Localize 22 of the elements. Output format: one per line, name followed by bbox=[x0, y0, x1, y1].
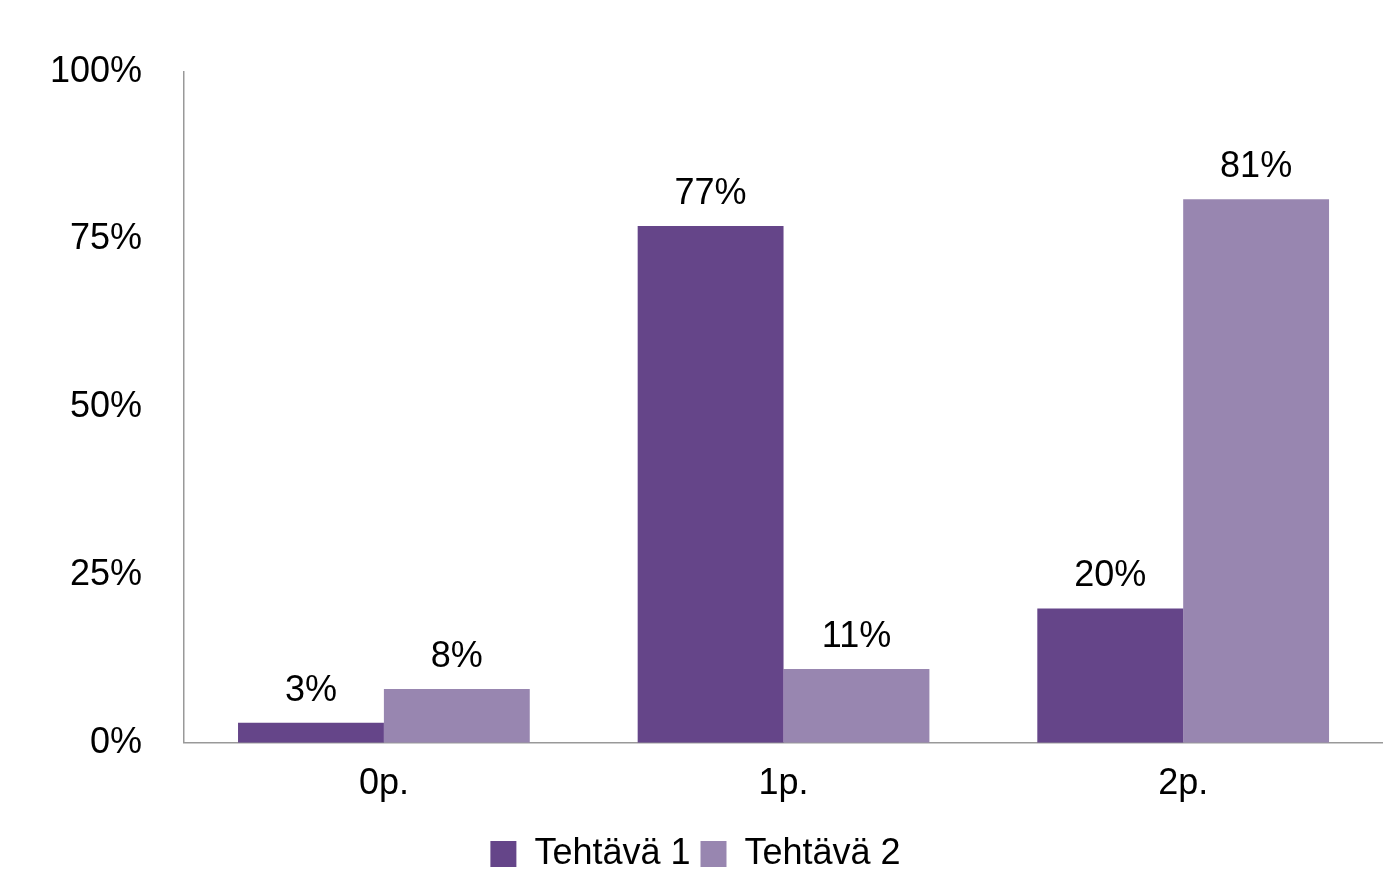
y-tick-label: 25% bbox=[70, 551, 143, 593]
x-tick-label: 2p. bbox=[1158, 761, 1209, 803]
data-label: 8% bbox=[430, 634, 483, 676]
legend-label: Tehtävä 1 bbox=[534, 830, 691, 872]
x-tick-label: 1p. bbox=[758, 761, 809, 803]
data-label: 11% bbox=[821, 613, 892, 655]
bar bbox=[238, 722, 384, 743]
y-tick-label: 0% bbox=[90, 719, 143, 761]
data-label: 81% bbox=[1220, 144, 1293, 186]
bar bbox=[1183, 199, 1330, 743]
bar bbox=[383, 689, 530, 743]
bar bbox=[1037, 608, 1184, 743]
y-tick-label: 75% bbox=[70, 216, 143, 258]
y-tick-label: 50% bbox=[70, 384, 143, 426]
legend-label: Tehtävä 2 bbox=[744, 830, 901, 872]
bar bbox=[637, 225, 784, 743]
y-tick-label: 100% bbox=[50, 48, 143, 90]
data-label: 77% bbox=[674, 170, 747, 212]
data-label: 20% bbox=[1074, 553, 1147, 595]
bar bbox=[783, 668, 930, 743]
x-tick-label: 0p. bbox=[358, 761, 409, 803]
data-label: 3% bbox=[284, 667, 337, 709]
